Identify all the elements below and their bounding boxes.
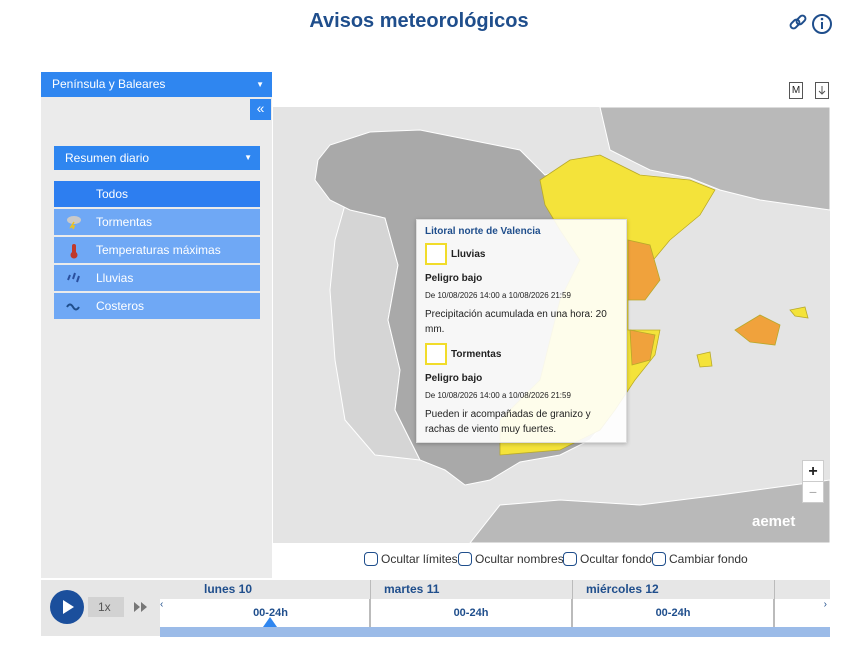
- option-label: Ocultar nombres: [475, 552, 564, 566]
- info-icon[interactable]: [812, 14, 832, 34]
- option-label: Cambiar fondo: [669, 552, 748, 566]
- storm-icon: [425, 343, 447, 365]
- warning-period: De 10/08/2026 14:00 a 10/08/2026 21:59: [425, 291, 571, 300]
- warning-level: Peligro bajo: [425, 273, 483, 284]
- play-button[interactable]: [49, 589, 85, 625]
- scroll-left[interactable]: ‹: [160, 599, 172, 627]
- day-label: miércoles 12: [586, 582, 659, 596]
- time-slot[interactable]: 00-24h: [371, 599, 572, 627]
- timeline-header: [160, 580, 830, 599]
- option-label: Ocultar límites: [381, 552, 458, 566]
- option[interactable]: Cambiar fondo: [652, 552, 748, 566]
- option[interactable]: Ocultar límites: [364, 552, 458, 566]
- time-slot[interactable]: 00-24h: [573, 599, 774, 627]
- phenomenon-label: Tormentas: [96, 215, 153, 229]
- option-label: Ocultar fondo: [580, 552, 653, 566]
- mode-select[interactable]: Resumen diario ▼: [54, 146, 260, 170]
- phenomenon-label: Lluvias: [96, 271, 134, 285]
- warning-description: Precipitación acumulada en una hora: 20 …: [425, 309, 607, 335]
- phenomenon-item[interactable]: Costeros: [54, 293, 260, 319]
- phenomenon-item[interactable]: Todos: [54, 181, 260, 207]
- zone-name: Litoral norte de Valencia: [425, 226, 541, 237]
- day-label: martes 11: [384, 582, 440, 596]
- brand-logo: aemet: [752, 513, 796, 530]
- temperature-icon: [70, 244, 78, 259]
- day-label: lunes 10: [204, 582, 253, 596]
- rain-icon: [425, 243, 447, 265]
- warning-period: De 10/08/2026 14:00 a 10/08/2026 21:59: [425, 391, 571, 400]
- rain-icon: [67, 272, 80, 283]
- link-icon[interactable]: [789, 14, 807, 30]
- fast-forward[interactable]: [133, 601, 149, 613]
- zoom-in[interactable]: +: [803, 461, 823, 482]
- phenomenon-label: Costeros: [96, 299, 145, 313]
- phenomenon-item[interactable]: Lluvias: [54, 265, 260, 291]
- zoom-out[interactable]: −: [808, 484, 818, 500]
- phenomenon: Tormentas: [451, 348, 502, 360]
- phenomenon-item[interactable]: Tormentas: [54, 209, 260, 235]
- mode-label: Resumen diario: [65, 151, 150, 165]
- storm-icon: [67, 216, 81, 229]
- region-label: Península y Baleares: [52, 77, 166, 91]
- download-icon[interactable]: [815, 82, 829, 99]
- scrollbar[interactable]: [160, 627, 830, 637]
- warning-popup: Litoral norte de Valencia Lluvias Peligr…: [416, 219, 627, 443]
- map-tool[interactable]: M: [789, 82, 803, 99]
- speed-button[interactable]: 1x: [88, 597, 124, 617]
- option[interactable]: Ocultar fondo: [563, 552, 652, 566]
- page-title: Avisos meteorológicos: [309, 10, 529, 32]
- sidebar: [41, 97, 272, 578]
- phenomenon: Lluvias: [451, 248, 486, 260]
- warning-level: Peligro bajo: [425, 373, 483, 384]
- coastal-icon: [66, 303, 80, 311]
- phenomenon-label: Temperaturas máximas: [96, 243, 221, 257]
- warning-description: Pueden ir acompañadas de granizo y racha…: [425, 409, 591, 435]
- option[interactable]: Ocultar nombres: [458, 552, 564, 566]
- zoom-control: + −: [802, 460, 824, 503]
- scroll-right[interactable]: ›: [775, 599, 830, 627]
- header-icons: [789, 14, 832, 34]
- time-pointer: [263, 617, 277, 627]
- collapse-button[interactable]: «: [250, 99, 271, 120]
- region-select[interactable]: Península y Baleares ▼: [41, 72, 272, 97]
- phenomenon-item[interactable]: Temperaturas máximas: [54, 237, 260, 263]
